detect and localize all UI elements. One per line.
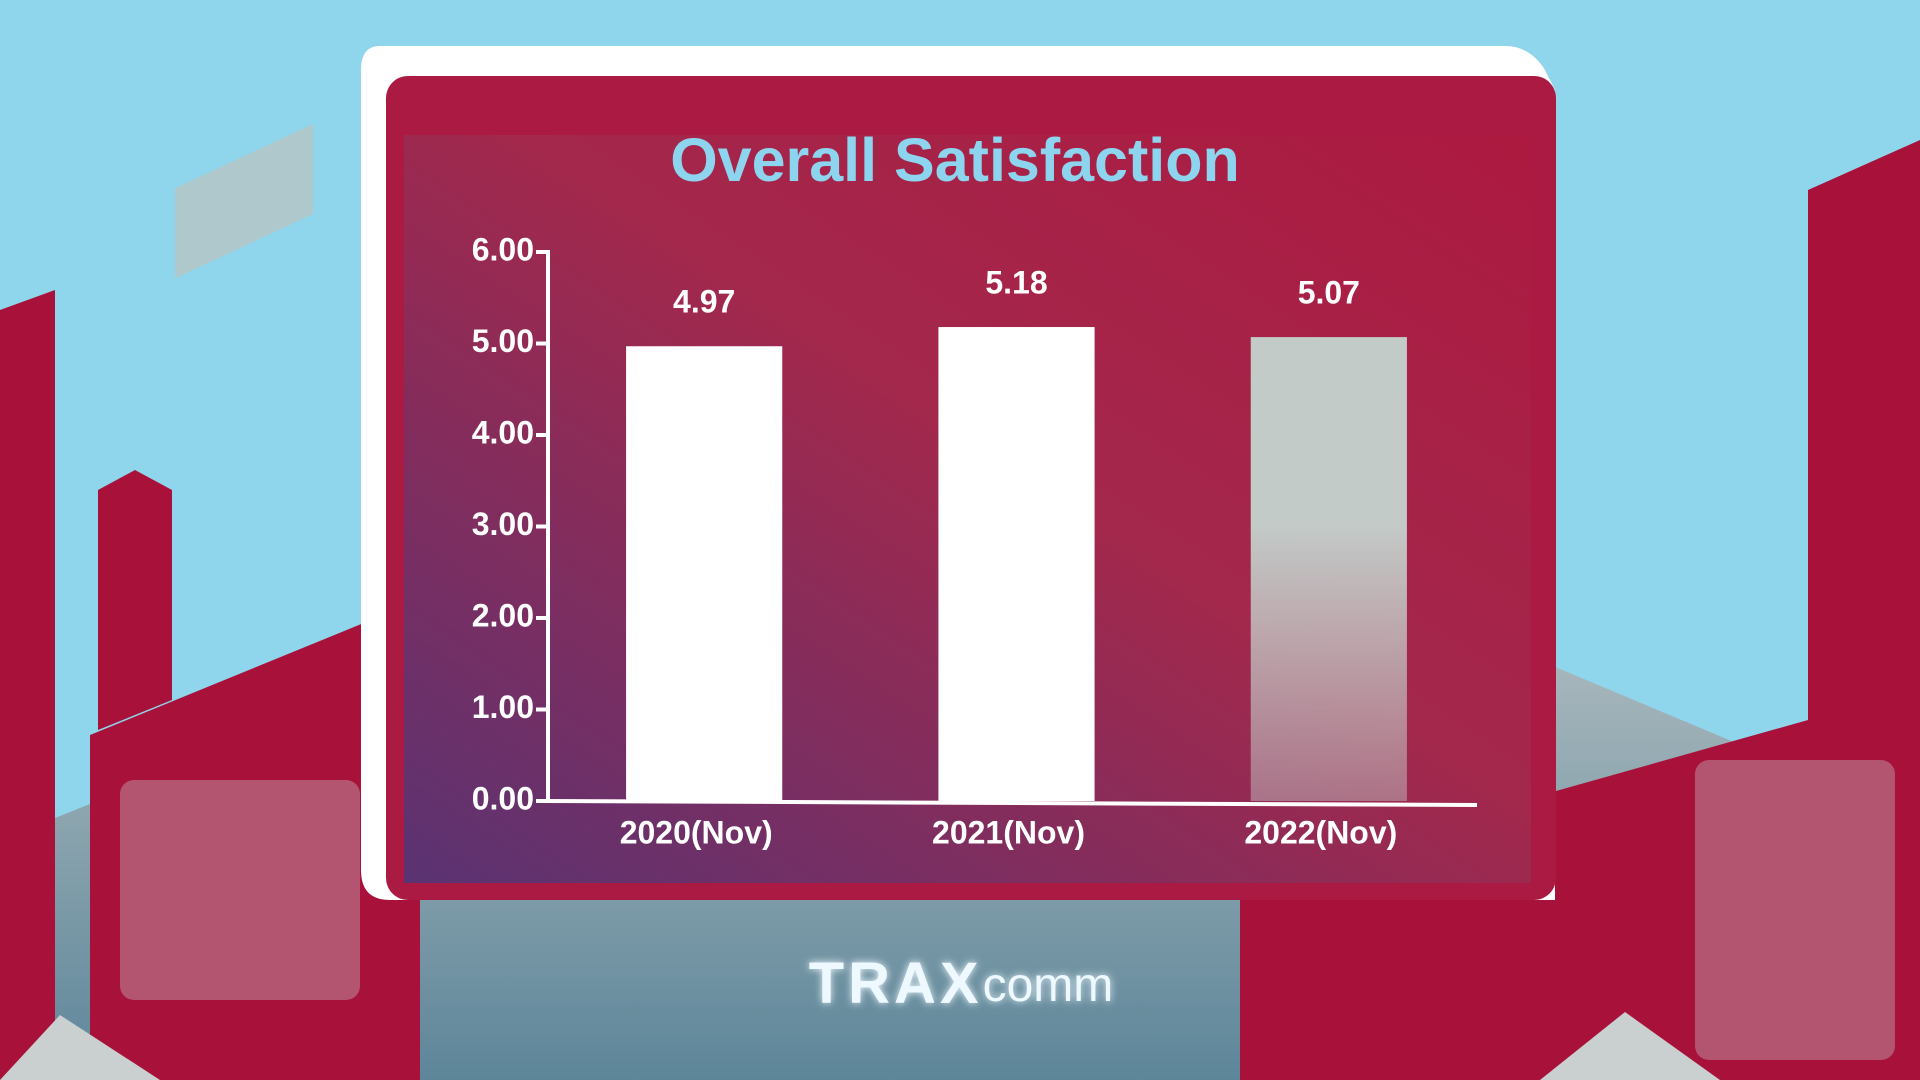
bar: [1250, 337, 1407, 801]
x-tick-label: 2021(Nov): [932, 814, 1085, 850]
y-tick-label: 6.00: [472, 231, 534, 267]
building: [0, 290, 55, 1080]
glass-card: [120, 780, 360, 1000]
logo-sub: comm: [983, 959, 1114, 1012]
bar: [938, 327, 1095, 801]
x-tick-label: 2022(Nov): [1244, 814, 1397, 850]
logo: TRAXcomm: [809, 951, 1114, 1016]
building: [98, 470, 172, 730]
y-tick-label: 2.00: [472, 597, 534, 633]
logo-main: TRAX: [809, 951, 983, 1016]
chart-title: Overall Satisfaction: [670, 126, 1240, 194]
block: [1540, 1012, 1720, 1080]
floating-card: [175, 124, 313, 279]
x-axis: [545, 799, 1478, 807]
value-label: 4.97: [673, 284, 735, 320]
block: [0, 1015, 160, 1080]
value-label: 5.18: [985, 264, 1047, 300]
y-tick-label: 0.00: [472, 780, 534, 816]
bar: [626, 346, 783, 801]
value-label: 5.07: [1298, 275, 1360, 311]
y-tick-label: 1.00: [472, 689, 534, 725]
building: [90, 600, 420, 1080]
y-tick-label: 4.00: [472, 414, 534, 450]
y-tick-label: 3.00: [472, 506, 534, 542]
x-tick-label: 2020(Nov): [620, 814, 773, 850]
y-tick-label: 5.00: [472, 323, 534, 359]
building: [1808, 140, 1920, 1080]
glass-card: [1695, 760, 1895, 1060]
